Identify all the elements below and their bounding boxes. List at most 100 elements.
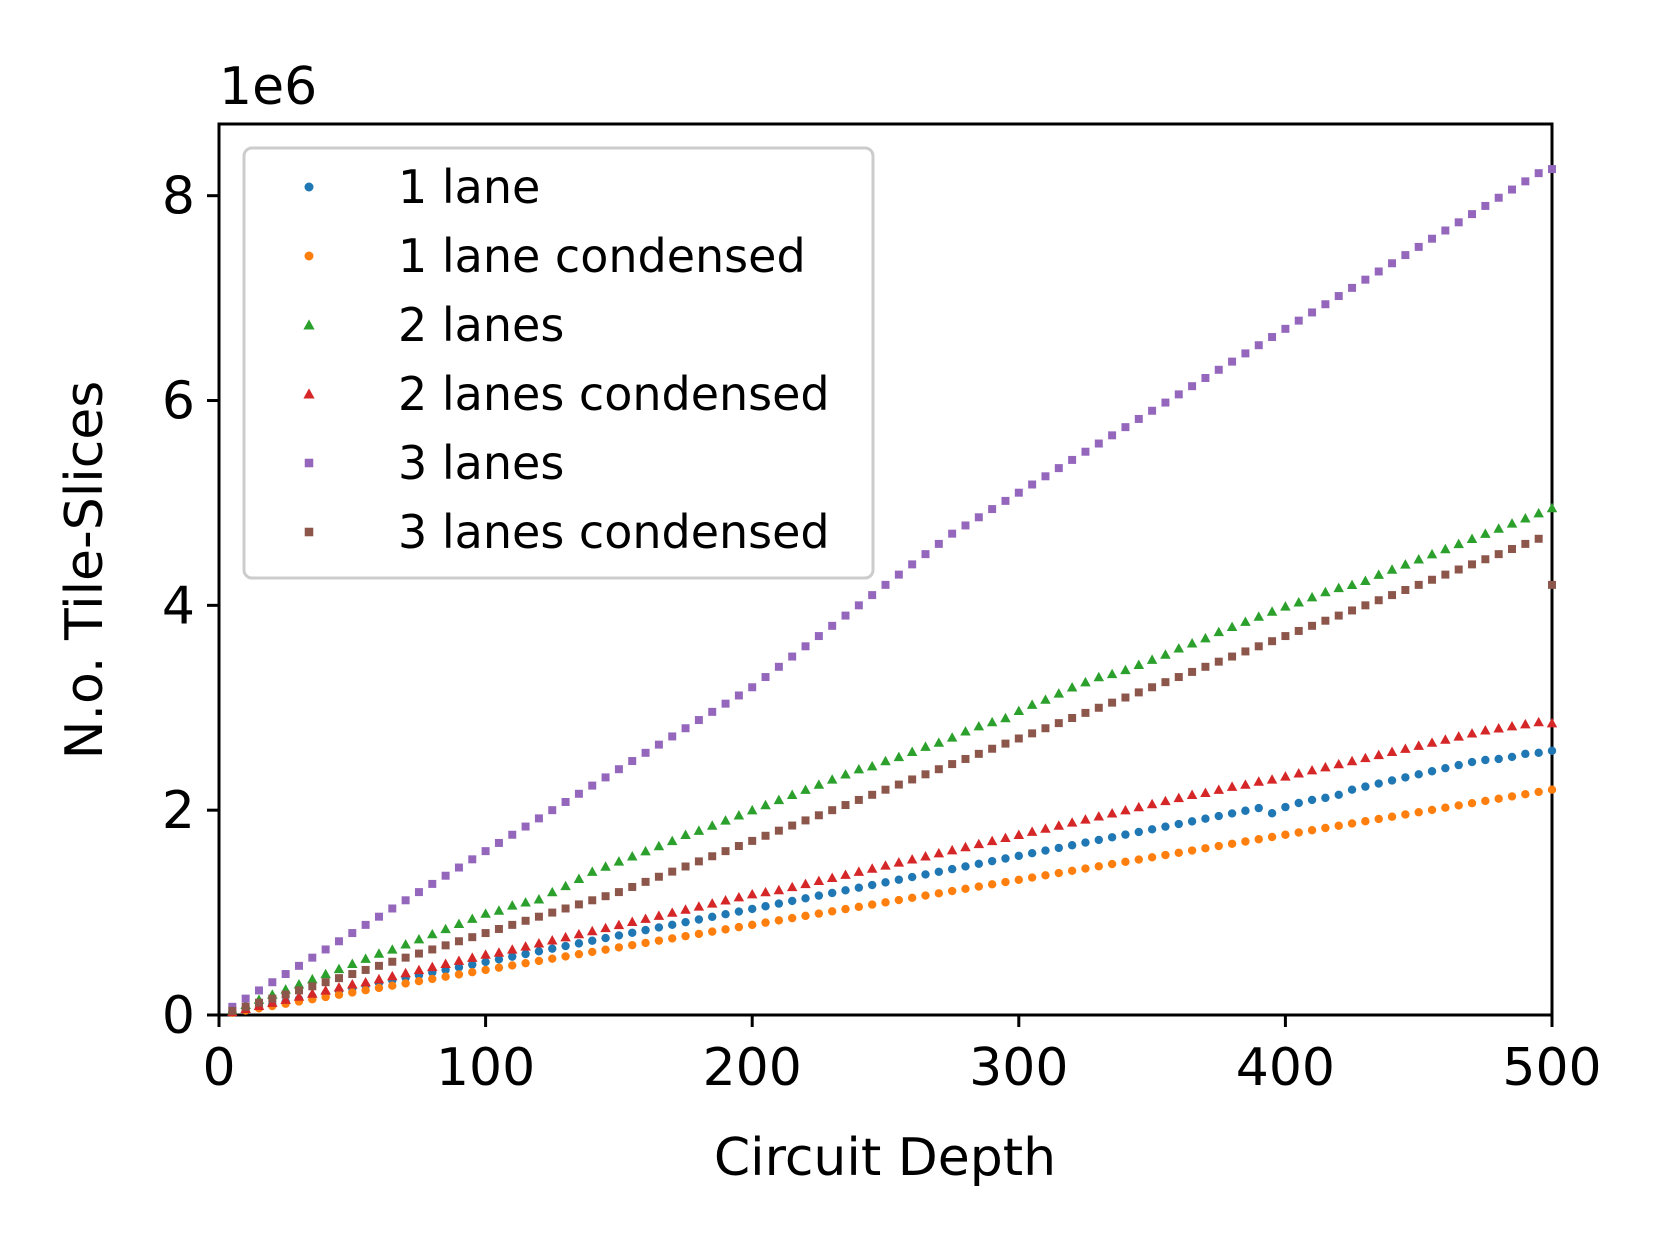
data-point (1241, 349, 1250, 358)
data-point (520, 941, 531, 951)
legend-label: 2 lanes condensed (398, 367, 830, 421)
data-point (1428, 575, 1437, 584)
data-point (1308, 308, 1317, 317)
legend-marker (303, 319, 315, 330)
data-point (946, 844, 958, 855)
data-point (1386, 746, 1398, 756)
data-point (881, 785, 890, 794)
data-point (786, 881, 798, 892)
data-point (1134, 688, 1143, 697)
data-point (1546, 717, 1558, 728)
data-point (1440, 734, 1451, 744)
data-point (1361, 601, 1370, 610)
data-point (1293, 597, 1304, 607)
data-point (628, 882, 637, 891)
data-point (1068, 714, 1077, 722)
data-point (1041, 871, 1050, 880)
data-point (1161, 398, 1170, 407)
data-point (228, 1002, 237, 1011)
data-point (561, 797, 570, 806)
data-point (987, 856, 997, 866)
data-point (1333, 582, 1344, 593)
data-point (626, 916, 638, 927)
data-point (601, 945, 610, 954)
data-point (934, 867, 944, 876)
data-point (1253, 776, 1264, 786)
data-point (1254, 642, 1263, 651)
data-point (613, 856, 625, 866)
data-point (1453, 731, 1464, 741)
data-point (361, 986, 370, 995)
data-point (1106, 807, 1118, 818)
data-point (1506, 518, 1518, 528)
data-point (1040, 694, 1051, 704)
data-point (693, 901, 705, 911)
data-point (1320, 586, 1331, 597)
legend-marker (304, 527, 314, 537)
data-point (1267, 809, 1277, 818)
data-point (373, 948, 385, 958)
data-point (480, 949, 491, 959)
data-point (494, 955, 504, 964)
data-point (547, 934, 558, 945)
legend: 1 lane 1 lane condensed 2 lanes 2 lanes con… (242, 146, 875, 580)
data-point (1361, 275, 1370, 284)
data-point (401, 896, 410, 905)
data-point (947, 886, 957, 896)
data-point (1266, 774, 1278, 784)
data-point (1534, 534, 1543, 543)
data-point (1400, 559, 1411, 569)
data-point (1466, 728, 1478, 738)
data-point (893, 857, 905, 867)
data-point (1348, 283, 1357, 292)
data-point (468, 960, 477, 969)
data-point (986, 835, 998, 846)
plot-frame (217, 122, 1554, 1017)
data-point (1508, 545, 1516, 554)
data-point (1361, 817, 1370, 826)
data-point (814, 909, 824, 918)
data-point (1414, 242, 1423, 251)
data-point (761, 902, 770, 911)
data-point (561, 904, 570, 913)
data-point (468, 855, 477, 864)
data-point (787, 896, 797, 906)
data-point (1161, 850, 1170, 860)
data-point (654, 936, 664, 945)
data-point (894, 895, 904, 905)
data-point (348, 929, 357, 938)
data-point (947, 864, 957, 874)
data-point (427, 961, 438, 972)
data-point (1014, 875, 1023, 885)
data-point (1374, 814, 1383, 824)
data-point (720, 815, 731, 825)
data-point (1054, 843, 1063, 853)
data-point (640, 913, 651, 923)
data-point (1174, 819, 1183, 829)
data-point (468, 967, 477, 977)
data-point (1334, 292, 1343, 301)
data-point (534, 947, 544, 956)
data-point (693, 825, 705, 835)
data-point (1041, 472, 1050, 481)
data-point (548, 806, 557, 815)
x-tick-label: 400 (1236, 1038, 1335, 1098)
data-point (374, 961, 383, 970)
data-point (1333, 758, 1344, 769)
data-point (1188, 382, 1197, 391)
data-point (1493, 523, 1504, 533)
data-point (1214, 657, 1223, 666)
data-point (827, 907, 837, 916)
data-point (1134, 414, 1143, 423)
data-point (706, 820, 718, 830)
data-point (413, 933, 425, 944)
data-point (1108, 698, 1117, 707)
data-point (307, 988, 318, 998)
data-point (973, 838, 985, 849)
data-point (614, 931, 624, 940)
data-point (454, 970, 464, 979)
data-point (321, 945, 330, 954)
data-point (1427, 767, 1437, 776)
data-point (1307, 826, 1317, 835)
data-point (641, 938, 650, 948)
